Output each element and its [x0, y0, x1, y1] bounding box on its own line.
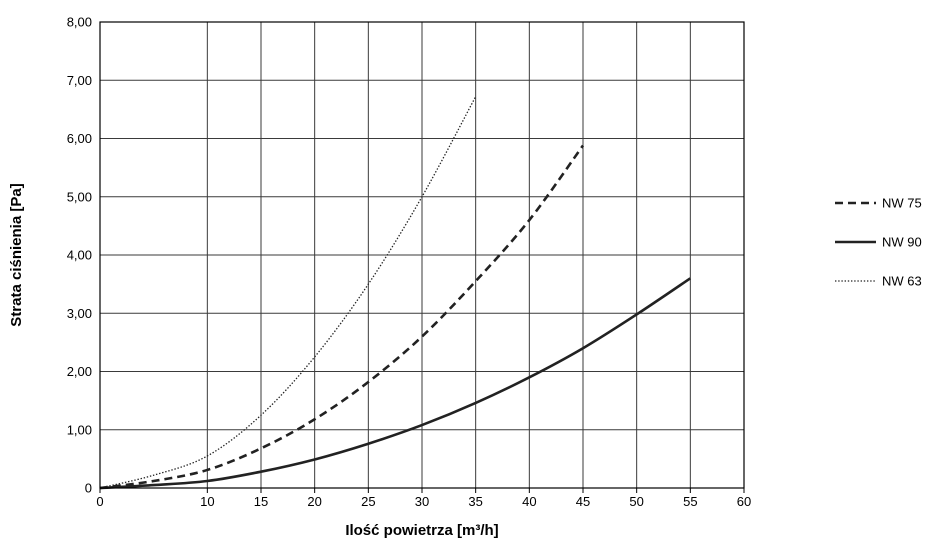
x-tick-label: 60	[737, 494, 751, 509]
series-lines	[99, 96, 692, 490]
y-axis-title: Strata ciśnienia [Pa]	[8, 183, 25, 326]
y-tick-label: 6,00	[67, 131, 92, 146]
legend: NW 75 NW 90 NW 63	[835, 196, 922, 289]
grid	[100, 22, 744, 488]
y-tick-label: 1,00	[67, 422, 92, 437]
x-tick-label: 30	[415, 494, 429, 509]
x-tick-label: 35	[468, 494, 482, 509]
x-tick-label: 50	[629, 494, 643, 509]
x-tick-label: 20	[307, 494, 321, 509]
legend-label-nw-63: NW 63	[882, 274, 922, 289]
y-tick-label: 3,00	[67, 306, 92, 321]
y-tick-label: 4,00	[67, 248, 92, 263]
x-tick-label: 0	[96, 494, 103, 509]
x-tick-label: 40	[522, 494, 536, 509]
x-tick-label: 15	[254, 494, 268, 509]
x-axis-title: Ilość powietrza [m³/h]	[345, 522, 498, 539]
legend-label-nw-75: NW 75	[882, 196, 922, 211]
y-tick-label: 2,00	[67, 364, 92, 379]
y-tick-label: 8,00	[67, 15, 92, 30]
x-tick-label: 10	[200, 494, 214, 509]
y-tick-label: 5,00	[67, 189, 92, 204]
x-tick-label: 55	[683, 494, 697, 509]
series-line-nw-75	[99, 144, 585, 490]
y-tick-label: 0	[85, 481, 92, 496]
legend-label-nw-90: NW 90	[882, 235, 922, 250]
series-line-nw-63	[99, 96, 477, 489]
series-line-nw-90	[99, 277, 692, 490]
x-tick-label: 25	[361, 494, 375, 509]
tick-labels: 0 10 15 20 25 30 35 40 45 50 55 60 0 1,00 2,00 3,00 4,00…	[67, 15, 752, 510]
y-tick-label: 7,00	[67, 73, 92, 88]
axes	[99, 21, 745, 493]
x-tick-label: 45	[576, 494, 590, 509]
